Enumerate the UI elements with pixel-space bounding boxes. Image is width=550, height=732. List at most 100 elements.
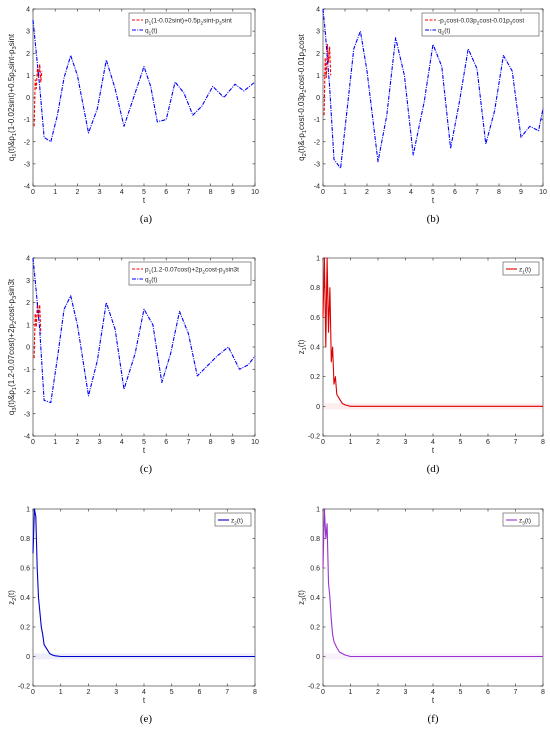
x-tick-label: 0 — [31, 689, 35, 696]
legend-entry: q2​(t) — [438, 27, 450, 35]
y-tick-label: 1 — [316, 73, 320, 80]
x-tick-label: 10 — [251, 439, 259, 446]
y-axis-label: z3​(t) — [297, 590, 308, 605]
chart-panel: 012345678-0.200.20.40.60.81tz3​(t)z3​(t)… — [297, 507, 545, 726]
y-tick-label: -4 — [24, 434, 30, 441]
y-tick-label: 0 — [26, 95, 30, 102]
y-tick-label: 0 — [26, 654, 30, 661]
y-tick-label: -1 — [24, 117, 30, 124]
y-tick-label: 1 — [316, 256, 320, 263]
x-tick-label: 8 — [253, 689, 257, 696]
x-tick-label: 1 — [53, 189, 57, 196]
x-tick-label: 4 — [120, 189, 124, 196]
series-line — [322, 8, 544, 169]
x-tick-label: 3 — [404, 689, 408, 696]
x-tick-label: 7 — [514, 689, 518, 696]
plot-frame — [322, 8, 544, 187]
legend-entry: p1​(1.2-0.07cost)+2p2​cost-p3​sin3t — [145, 266, 239, 274]
legend-box — [214, 512, 252, 527]
x-tick-label: 7 — [186, 189, 190, 196]
x-tick-label: 1 — [53, 439, 57, 446]
series-line — [33, 63, 43, 127]
y-tick-label: 0 — [26, 345, 30, 352]
x-tick-label: 5 — [170, 689, 174, 696]
x-tick-label: 6 — [164, 189, 168, 196]
y-tick-label: -2 — [24, 139, 30, 146]
panel-caption: (d) — [427, 463, 440, 475]
x-tick-label: 4 — [120, 439, 124, 446]
y-tick-label: -1 — [314, 117, 320, 124]
panel-caption: (e) — [140, 713, 153, 725]
legend-entry: z1​(t) — [519, 266, 531, 274]
legend-entry: z2​(t) — [231, 517, 243, 525]
y-tick-label: -3 — [24, 411, 30, 418]
x-tick-label: 2 — [87, 689, 91, 696]
y-tick-label: 0 — [316, 654, 320, 661]
x-tick-label: 6 — [486, 689, 490, 696]
y-tick-label: -0.2 — [308, 434, 320, 441]
panel-caption: (f) — [428, 713, 439, 725]
x-tick-label: 8 — [497, 189, 501, 196]
y-tick-label: 0.2 — [310, 625, 320, 632]
y-axis-label: z2​(t) — [7, 590, 18, 605]
chart-panel: 012345678-0.200.20.40.60.81tz2​(t)z2​(t)… — [7, 507, 257, 726]
y-tick-label: 0.2 — [20, 625, 30, 632]
x-tick-label: 5 — [459, 689, 463, 696]
x-tick-label: 4 — [431, 689, 435, 696]
x-tick-label: 5 — [142, 189, 146, 196]
y-tick-label: -4 — [314, 184, 320, 191]
x-tick-label: 0 — [321, 189, 325, 196]
x-tick-label: 9 — [519, 189, 523, 196]
y-tick-label: -4 — [24, 184, 30, 191]
y-axis-label: q2​(t)&-p1​cost-0.03p2​cost-0.01p3​cost — [297, 33, 308, 160]
legend-entry: z3​(t) — [519, 517, 531, 525]
y-tick-label: 3 — [26, 29, 30, 36]
chart-panel: 0 1 2 3 4 5 6 7 8 9 10 -4 -3 -2 -1 0 1 2 3 4 t q1​(t)&p1​(1-0… — [7, 7, 259, 226]
x-tick-label: 8 — [209, 189, 213, 196]
x-tick-label: 0 — [31, 189, 35, 196]
y-tick-label: 0.8 — [310, 285, 320, 292]
x-tick-label: 10 — [539, 189, 547, 196]
x-tick-label: 2 — [75, 189, 79, 196]
x-tick-label: 4 — [431, 439, 435, 446]
x-axis-label: t — [432, 696, 435, 705]
x-tick-label: 8 — [541, 439, 545, 446]
y-axis-label: q1​(t)&p1​(1-0.02sint)+0.5p2​sint-p3​sin… — [7, 33, 18, 161]
x-tick-label: 6 — [453, 189, 457, 196]
x-tick-label: 9 — [231, 439, 235, 446]
plot-frame — [32, 8, 256, 187]
x-tick-label: 4 — [409, 189, 413, 196]
x-tick-label: 1 — [349, 689, 353, 696]
x-tick-label: 0 — [321, 689, 325, 696]
y-tick-label: 2 — [26, 300, 30, 307]
x-tick-label: 1 — [343, 189, 347, 196]
y-tick-label: 4 — [316, 7, 320, 14]
x-tick-label: 2 — [376, 689, 380, 696]
x-axis-label: t — [432, 196, 435, 205]
x-tick-label: 3 — [114, 689, 118, 696]
x-tick-label: 7 — [186, 439, 190, 446]
x-tick-label: 2 — [365, 189, 369, 196]
series-line — [32, 508, 255, 658]
y-tick-label: 1 — [26, 507, 30, 514]
x-tick-label: 2 — [75, 439, 79, 446]
series-line — [32, 20, 256, 143]
y-tick-label: 2 — [316, 51, 320, 58]
x-tick-label: 3 — [98, 439, 102, 446]
x-tick-label: 5 — [142, 439, 146, 446]
y-tick-label: 0 — [316, 95, 320, 102]
panel-caption: (a) — [140, 213, 153, 225]
x-tick-label: 8 — [209, 439, 213, 446]
x-tick-label: 1 — [349, 439, 353, 446]
y-tick-label: 0.4 — [20, 595, 30, 602]
x-tick-label: 7 — [475, 189, 479, 196]
y-tick-label: 0.2 — [310, 374, 320, 381]
x-tick-label: 8 — [541, 689, 545, 696]
legend-entry: p1​(1-0.02sint)+0.5p2​sint-p3​sint — [145, 17, 232, 25]
plot-frame — [32, 257, 256, 437]
chart-panel: 0 1 2 3 4 5 6 7 8 9 10 -4 -3 -2 -1 0 1 2 3 4 t q2​(t)&-p1​cos… — [297, 7, 547, 226]
x-tick-label: 6 — [198, 689, 202, 696]
y-tick-label: 0.6 — [310, 315, 320, 322]
x-axis-label: t — [432, 446, 435, 455]
